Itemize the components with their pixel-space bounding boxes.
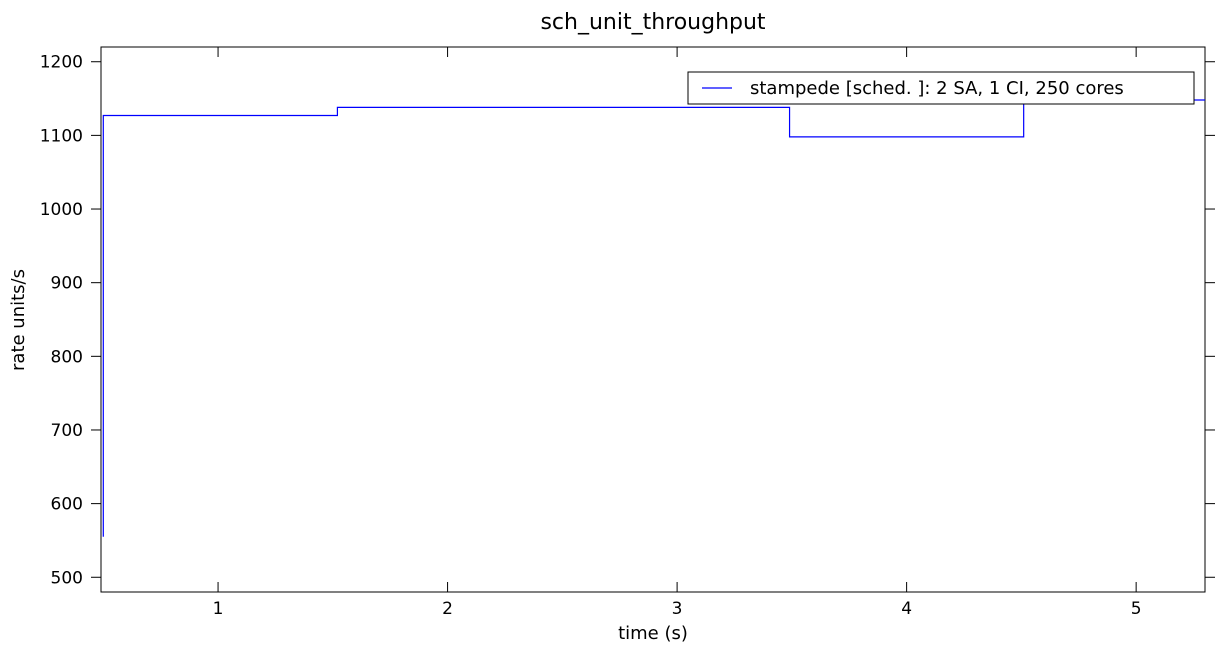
series-layer: [102, 99, 1205, 537]
y-tick-label: 1000: [40, 200, 83, 220]
legend-label: stampede [sched. ]: 2 SA, 1 CI, 250 core…: [750, 78, 1124, 99]
x-tick-label: 4: [901, 599, 912, 619]
x-tick-label: 5: [1131, 599, 1142, 619]
y-tick-label: 500: [51, 568, 83, 588]
y-tick-label: 1200: [40, 53, 83, 73]
plot-area-frame: [100, 46, 1206, 593]
y-tick-label: 700: [51, 421, 83, 441]
y-tick-label: 600: [51, 495, 83, 515]
chart-title: sch_unit_throughput: [540, 10, 765, 35]
x-tick-label: 2: [442, 599, 453, 619]
y-tick-label: 900: [51, 274, 83, 294]
legend-box: [687, 71, 1195, 105]
x-tick-label: 3: [672, 599, 683, 619]
y-tick-label: 1100: [40, 126, 83, 146]
series-line: [102, 99, 1205, 537]
axis-ticks: 1 2 3 4 5 500 600 700 800 900 1000 1100 1200: [40, 47, 1215, 619]
legend: stampede [sched. ]: 2 SA, 1 CI, 250 core…: [687, 71, 1195, 105]
x-tick-label: 1: [213, 599, 224, 619]
y-axis-label: rate units/s: [8, 269, 29, 371]
y-tick-label: 800: [51, 347, 83, 367]
x-axis-label: time (s): [618, 623, 688, 644]
